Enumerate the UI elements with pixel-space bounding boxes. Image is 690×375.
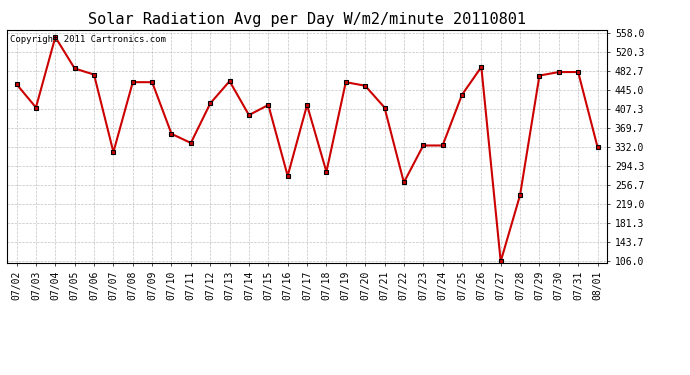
Text: Copyright 2011 Cartronics.com: Copyright 2011 Cartronics.com bbox=[10, 34, 166, 44]
Title: Solar Radiation Avg per Day W/m2/minute 20110801: Solar Radiation Avg per Day W/m2/minute … bbox=[88, 12, 526, 27]
